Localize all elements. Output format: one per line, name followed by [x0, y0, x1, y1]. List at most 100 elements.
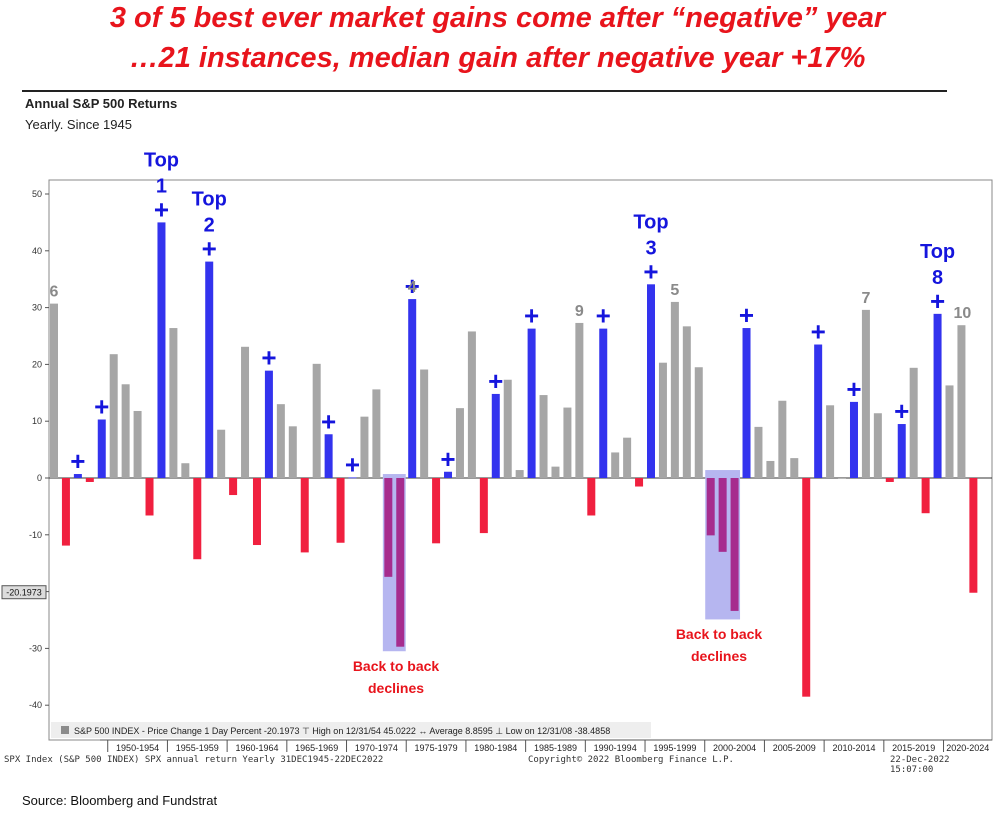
period-label: 2000-2004	[713, 743, 756, 753]
y-tick-label: 10	[32, 416, 42, 426]
bar-1960	[229, 478, 238, 496]
bar-1974	[396, 478, 405, 647]
annotation-line-2: declines	[691, 648, 747, 664]
bar-2001	[718, 478, 727, 552]
bar-1955	[169, 328, 178, 478]
bar-1982	[491, 393, 500, 478]
top-label: Top	[144, 149, 179, 171]
plus-marker: +	[154, 194, 169, 224]
bar-1963	[264, 370, 273, 478]
plus-marker: +	[405, 271, 420, 301]
bar-2003	[742, 328, 751, 478]
plus-marker: +	[261, 343, 276, 373]
bar-1954	[157, 222, 166, 478]
legend-swatch	[61, 726, 69, 734]
plus-marker: +	[70, 446, 85, 476]
period-label: 1960-1964	[235, 743, 278, 753]
bar-1964	[276, 404, 285, 478]
y-tick-label: 0	[37, 473, 42, 483]
annotation-line-1: Back to back	[676, 626, 763, 642]
period-label: 1980-1984	[474, 743, 517, 753]
bar-2011	[838, 478, 847, 479]
bar-2013	[861, 309, 870, 478]
bar-1975	[408, 299, 417, 478]
bar-2002	[730, 478, 739, 611]
y-tick-label: 50	[32, 189, 42, 199]
bar-1994	[635, 478, 644, 487]
chart-subtitle: Yearly. Since 1945	[25, 117, 132, 132]
bar-1996	[658, 362, 667, 478]
bar-1980	[467, 331, 476, 478]
bar-1997	[670, 301, 679, 478]
bar-2022	[969, 478, 978, 593]
bar-2015	[885, 478, 894, 482]
top-rank: 2	[204, 215, 215, 237]
bar-2019	[933, 313, 942, 478]
period-label: 1965-1969	[295, 743, 338, 753]
period-label: 1995-1999	[653, 743, 696, 753]
plus-marker: +	[643, 256, 658, 286]
bar-2016	[897, 424, 906, 478]
bar-1953	[145, 478, 154, 516]
bar-1946	[61, 478, 70, 546]
period-label: 2010-2014	[832, 743, 875, 753]
plus-marker: +	[345, 449, 360, 479]
bar-1992	[611, 452, 620, 478]
plus-marker: +	[202, 234, 217, 264]
headline-line-1: 3 of 5 best ever market gains come after…	[109, 2, 886, 34]
bar-1990	[587, 478, 596, 516]
bar-1988	[563, 407, 572, 478]
bar-1977	[432, 478, 441, 544]
bar-1985	[527, 328, 536, 478]
bar-1978	[444, 471, 453, 478]
bar-1957	[193, 478, 202, 560]
plus-marker: +	[488, 366, 503, 396]
y-tick-label: 40	[32, 246, 42, 256]
bar-1947	[73, 474, 82, 478]
top-label: Top	[633, 211, 668, 233]
plus-marker: +	[321, 406, 336, 436]
bar-2005	[766, 460, 775, 478]
bar-1986	[539, 395, 548, 478]
legend-text: S&P 500 INDEX - Price Change 1 Day Perce…	[74, 726, 610, 736]
period-label: 1970-1974	[355, 743, 398, 753]
title-divider	[22, 90, 947, 92]
bar-1976	[420, 369, 429, 478]
bar-1991	[599, 328, 608, 478]
bar-1999	[694, 367, 703, 478]
bar-2014	[873, 413, 882, 478]
plus-marker: +	[440, 444, 455, 474]
annotation-line-2: declines	[368, 680, 424, 696]
footer-timestamp: 22-Dec-2022 15:07:00	[890, 755, 950, 775]
bar-1945	[50, 303, 58, 478]
bar-1965	[288, 426, 297, 478]
y-tick-label: 20	[32, 359, 42, 369]
top-rank: 8	[932, 267, 943, 289]
bar-1967	[312, 363, 321, 478]
bar-1966	[300, 478, 309, 553]
bar-1979	[455, 408, 464, 478]
bar-2000	[706, 478, 715, 536]
bar-1962	[252, 478, 261, 546]
bar-1968	[324, 434, 333, 478]
rank-label: 4	[408, 279, 417, 296]
period-label: 1950-1954	[116, 743, 159, 753]
bar-1949	[97, 419, 106, 478]
bar-2012	[849, 401, 858, 478]
top-label: Top	[920, 241, 955, 263]
bar-1969	[336, 478, 345, 543]
period-label: 1985-1989	[534, 743, 577, 753]
plus-marker: +	[894, 396, 909, 426]
bar-1995	[647, 284, 655, 478]
bar-2021	[957, 325, 966, 478]
headline-line-2: …21 instances, median gain after negativ…	[129, 42, 866, 74]
plus-marker: +	[846, 374, 861, 404]
chart-title: Annual S&P 500 Returns	[25, 96, 178, 111]
bar-1989	[575, 322, 584, 478]
y-tick-label: -40	[29, 700, 42, 710]
plus-marker: +	[596, 301, 611, 331]
bar-1959	[217, 429, 226, 478]
bar-1987	[551, 466, 560, 478]
plus-marker: +	[930, 286, 945, 316]
